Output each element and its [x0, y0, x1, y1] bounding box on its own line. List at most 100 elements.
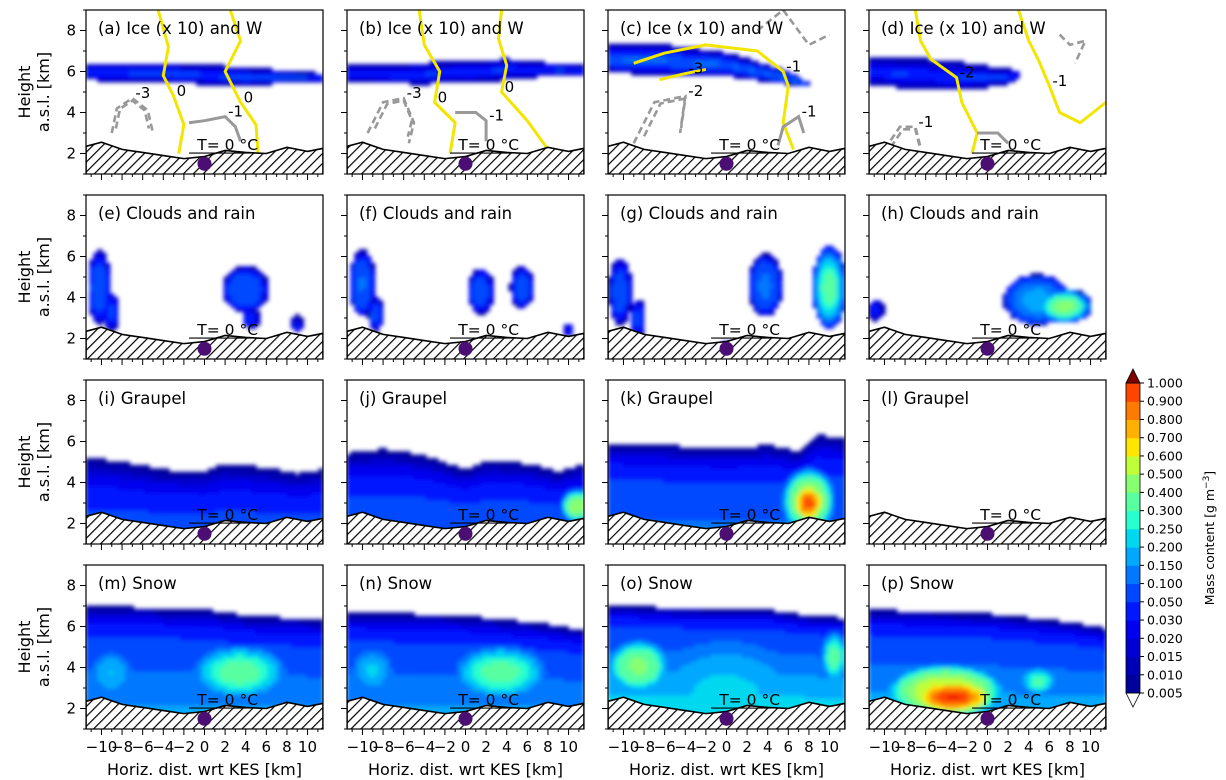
- contour-cell: [176, 516, 182, 521]
- contour-cell: [876, 310, 882, 316]
- contour-cell: [235, 74, 241, 80]
- contour-cell: [89, 509, 95, 514]
- contour-cell: [611, 262, 617, 268]
- contour-cell: [1022, 307, 1028, 312]
- contour-cell: [555, 64, 561, 69]
- contour-cell: [109, 468, 115, 473]
- contour-cell: [148, 499, 154, 504]
- contour-cell: [382, 475, 388, 480]
- contour-cell: [919, 77, 925, 83]
- contour-cell: [836, 269, 842, 275]
- contour-cell: [358, 451, 364, 456]
- contour-cell: [93, 307, 99, 312]
- contour-cell: [773, 259, 779, 265]
- contour-cell: [366, 485, 372, 491]
- contour-cell: [496, 71, 502, 76]
- contour-cell: [484, 482, 490, 487]
- contour-cell: [227, 502, 233, 508]
- contour-cell: [366, 307, 372, 312]
- contour-cell: [211, 519, 218, 525]
- contour-cell: [433, 492, 439, 497]
- contour-cell: [445, 60, 451, 66]
- contour-cell: [239, 516, 245, 521]
- contour-cell: [816, 276, 822, 282]
- contour-cell: [358, 293, 364, 299]
- contour-cell: [1030, 300, 1036, 306]
- contour-cell: [1066, 317, 1072, 323]
- contour-cell: [421, 516, 427, 521]
- contour-cell: [374, 320, 380, 326]
- contour-cell: [136, 71, 142, 76]
- contour-cell: [409, 482, 415, 487]
- contour-cell: [275, 482, 281, 487]
- contour-cell: [480, 471, 486, 477]
- contour-cell: [963, 67, 969, 73]
- contour-cell: [140, 516, 146, 521]
- contour-cell: [136, 485, 142, 491]
- contour-cell: [374, 303, 380, 309]
- contour-cell: [207, 509, 214, 514]
- contour-cell: [188, 516, 194, 521]
- contour-cell: [1018, 283, 1024, 288]
- contour-cell: [283, 512, 289, 518]
- contour-cell: [828, 307, 834, 312]
- contour-cell: [1026, 310, 1032, 316]
- contour-cell: [749, 293, 755, 299]
- contour-cell: [362, 509, 368, 514]
- contour-cell: [378, 451, 384, 456]
- contour-cell: [255, 279, 261, 285]
- contour-cell: [979, 67, 985, 73]
- contour-cell: [1038, 303, 1044, 309]
- contour-cell: [97, 492, 103, 497]
- contour-cell: [347, 509, 352, 514]
- contour-cell: [93, 290, 99, 295]
- contour-cell: [468, 64, 475, 69]
- contour-cell: [318, 512, 323, 518]
- contour-cell: [453, 464, 459, 470]
- contour-cell: [362, 297, 368, 302]
- contour-cell: [643, 60, 649, 66]
- contour-cell: [516, 499, 522, 504]
- contour-cell: [718, 50, 724, 56]
- contour-cell: [516, 478, 522, 484]
- w-contour-label: -3: [135, 84, 150, 102]
- contour-cell: [1058, 317, 1064, 323]
- contour-cell: [524, 300, 530, 306]
- contour-cell: [647, 60, 653, 66]
- contour-cell: [231, 297, 237, 302]
- contour-cell: [492, 77, 498, 83]
- contour-cell: [1054, 290, 1060, 295]
- contour-cell: [876, 67, 882, 73]
- contour-cell: [761, 283, 767, 288]
- contour-cell: [951, 81, 957, 86]
- contour-cell: [105, 290, 111, 295]
- contour-cell: [128, 74, 135, 80]
- contour-cell: [207, 516, 214, 521]
- contour-cell: [528, 471, 534, 477]
- contour-cell: [765, 259, 771, 265]
- contour-cell: [824, 266, 830, 271]
- contour-cell: [500, 482, 506, 487]
- contour-cell: [275, 495, 281, 501]
- contour-cell: [820, 293, 826, 299]
- contour-cell: [105, 464, 111, 470]
- contour-cell: [160, 495, 166, 501]
- contour-cell: [702, 60, 708, 66]
- contour-cell: [500, 512, 506, 518]
- contour-cell: [836, 314, 842, 319]
- contour-cell: [520, 509, 526, 514]
- contour-cell: [623, 57, 629, 62]
- contour-cell: [231, 67, 237, 73]
- contour-cell: [397, 458, 403, 463]
- contour-cell: [425, 485, 431, 491]
- contour-cell: [215, 495, 221, 501]
- contour-cell: [500, 499, 506, 504]
- contour-cell: [393, 512, 400, 518]
- contour-cell: [658, 60, 664, 66]
- contour-cell: [255, 77, 261, 83]
- contour-cell: [97, 458, 103, 463]
- contour-cell: [733, 60, 740, 66]
- contour-cell: [374, 314, 380, 319]
- contour-cell: [516, 482, 522, 487]
- contour-cell: [749, 60, 755, 66]
